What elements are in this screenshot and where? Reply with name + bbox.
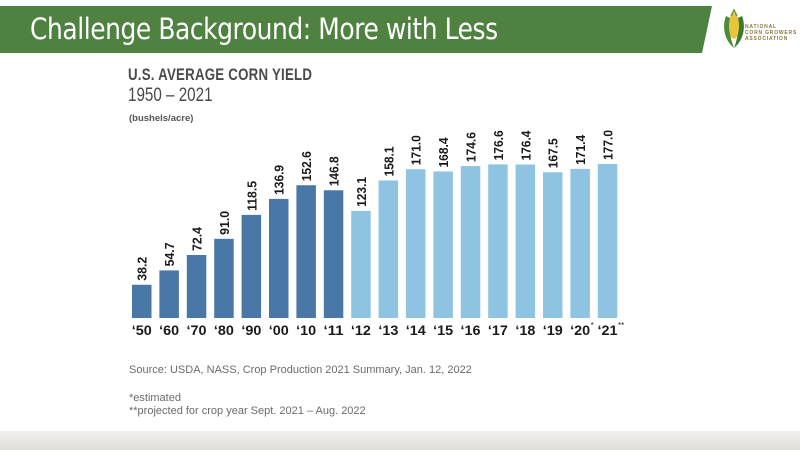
value-label: 54.7: [162, 242, 177, 266]
x-tick-label: ‘14: [406, 322, 426, 338]
bar: [132, 284, 152, 318]
x-tick-label: ‘21: [598, 322, 618, 338]
bar: [186, 255, 207, 318]
value-label: 152.6: [299, 151, 314, 181]
x-tick-label: ‘19: [543, 322, 563, 338]
chart-title: U.S. AVERAGE CORN YIELD: [128, 65, 313, 84]
x-tick-label: ‘80: [214, 322, 234, 338]
x-tick-label: ‘11: [324, 322, 344, 338]
slide-bottom-band: [0, 431, 800, 450]
y-axis-unit-label: (bushels/acre): [129, 113, 194, 124]
value-label: 176.4: [518, 130, 533, 161]
bar: [296, 185, 316, 318]
footnote-estimated: *estimated: [129, 392, 181, 404]
bar: [570, 168, 590, 318]
corn-icon: [724, 8, 744, 48]
value-label: 91.0: [217, 211, 232, 235]
x-tick-label: ‘60: [159, 322, 179, 338]
bar: [543, 172, 563, 318]
bar: [406, 169, 426, 318]
ncga-logo: [720, 8, 794, 50]
bar: [597, 164, 618, 318]
x-tick-label: ‘90: [241, 322, 261, 338]
bar: [269, 198, 289, 318]
x-tick-label: ‘00: [269, 322, 289, 338]
bar: [323, 190, 344, 318]
value-label: 158.1: [381, 146, 396, 176]
value-label: 136.9: [272, 165, 287, 195]
x-tick-label: ‘20: [570, 322, 590, 338]
slide-title: Challenge Background: More with Less: [30, 12, 498, 46]
footnote-projected: **projected for crop year Sept. 2021 – A…: [129, 405, 366, 417]
value-label: 176.6: [491, 130, 506, 160]
value-label: 177.0: [601, 130, 616, 160]
bar: [378, 180, 399, 318]
x-tick-label: ‘16: [461, 322, 481, 338]
value-label: 171.4: [573, 134, 588, 165]
value-label: 72.4: [190, 226, 205, 251]
value-label: 123.1: [354, 177, 369, 207]
bar: [433, 171, 453, 318]
bar: [460, 166, 481, 318]
bar: [351, 210, 371, 318]
bar: [241, 214, 262, 318]
logo-text-line: CORN GROWERS: [745, 30, 798, 36]
bar: [488, 164, 508, 318]
bar: [159, 270, 179, 318]
value-label: 167.5: [546, 138, 561, 168]
x-tick-label: ‘12: [351, 322, 371, 338]
x-tick-label: ‘13: [378, 322, 398, 338]
value-label: 38.2: [135, 257, 150, 281]
x-tick-label: ‘18: [515, 322, 535, 338]
header-band: [0, 6, 712, 53]
bar: [214, 238, 234, 318]
value-label: 146.8: [327, 156, 342, 186]
x-tick-label: ‘10: [296, 322, 316, 338]
value-label: 171.0: [409, 135, 424, 165]
chart-subtitle: 1950 – 2021: [128, 85, 213, 106]
source-note: Source: USDA, NASS, Crop Production 2021…: [129, 364, 472, 376]
x-tick-label: ‘15: [433, 322, 453, 338]
x-tick-footnote-mark: *: [591, 321, 594, 330]
value-label: 174.6: [464, 132, 479, 162]
x-tick-label: ‘70: [187, 322, 207, 338]
value-label: 118.5: [244, 181, 259, 211]
bar: [515, 164, 536, 318]
logo-text-line: NATIONAL: [745, 24, 777, 30]
x-tick-label: ‘17: [488, 322, 508, 338]
x-tick-label: ‘50: [132, 322, 152, 338]
value-label: 168.4: [436, 137, 451, 168]
x-tick-footnote-mark: **: [618, 321, 624, 330]
logo-text-line: ASSOCIATION: [745, 36, 789, 42]
